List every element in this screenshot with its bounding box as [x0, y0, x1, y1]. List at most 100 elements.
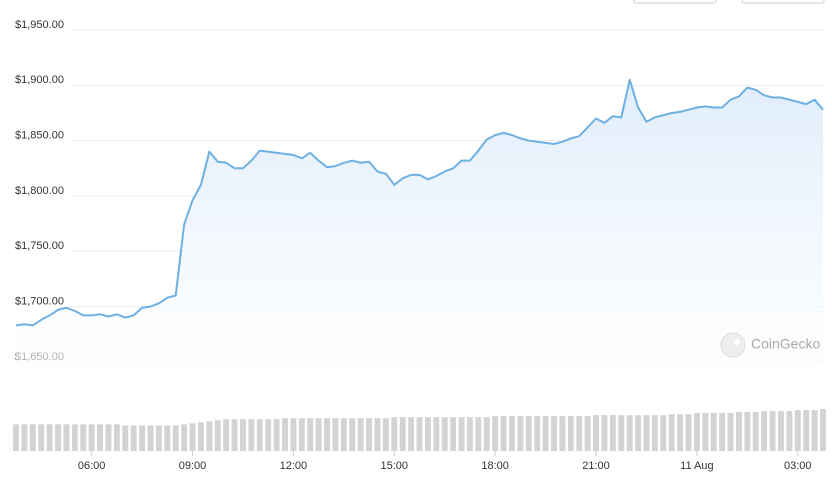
- volume-bar: [525, 416, 532, 451]
- volume-bar: [248, 419, 255, 451]
- volume-bar: [307, 418, 314, 451]
- volume-bar: [298, 418, 305, 451]
- volume-bar: [282, 418, 288, 451]
- y-tick-label: $1,700.00: [15, 295, 64, 307]
- volume-bar: [492, 416, 499, 451]
- volume-bar: [811, 410, 818, 451]
- volume-bar: [332, 418, 339, 451]
- volume-bar: [256, 419, 263, 451]
- y-tick-label: $1,900.00: [15, 74, 64, 86]
- volume-bar: [752, 412, 759, 451]
- volume-bar: [29, 424, 36, 451]
- volume-bar: [240, 419, 246, 451]
- x-tick-label: 11 Aug: [680, 460, 713, 472]
- y-tick-label: $1,950.00: [15, 19, 64, 31]
- volume-bar: [55, 424, 61, 451]
- volume-bar: [466, 417, 473, 451]
- volume-bar: [71, 424, 78, 451]
- volume-bar: [601, 415, 608, 451]
- x-tick-label: 12:00: [280, 460, 308, 472]
- volume-bar: [349, 418, 356, 451]
- volume-bar: [778, 411, 784, 451]
- area-fill: [16, 79, 823, 385]
- volume-bar: [517, 416, 524, 451]
- watermark-text: CoinGecko: [751, 336, 820, 352]
- volume-bar: [382, 418, 389, 451]
- volume-bar: [424, 417, 431, 451]
- volume-bar: [685, 414, 692, 451]
- volume-bar: [803, 410, 810, 451]
- volume-bar: [147, 425, 154, 451]
- volume-bar: [677, 414, 684, 451]
- volume-bar: [374, 418, 381, 451]
- volume-bar: [273, 419, 280, 451]
- x-tick-label: 15:00: [381, 460, 409, 472]
- volume-bar: [433, 417, 440, 451]
- volume-bar: [265, 419, 272, 451]
- volume-bar: [593, 415, 599, 451]
- volume-bar: [206, 421, 213, 451]
- volume-bar: [21, 424, 28, 451]
- volume-bar: [122, 425, 129, 451]
- volume-bar: [105, 424, 112, 451]
- volume-bar: [761, 411, 768, 451]
- volume-bar: [609, 415, 616, 451]
- volume-bar: [618, 415, 625, 451]
- volume-bar: [315, 418, 322, 451]
- volume-bar: [483, 417, 490, 451]
- volume-bar: [416, 417, 423, 451]
- volume-bar: [38, 424, 45, 451]
- volume-bar: [399, 417, 406, 451]
- volume-bar: [719, 413, 726, 451]
- volume-bar: [651, 415, 658, 451]
- volume-bar: [820, 409, 826, 451]
- volume-bar: [408, 417, 415, 451]
- volume-bar: [567, 416, 574, 451]
- volume-bar: [584, 416, 591, 451]
- volume-bar: [113, 424, 120, 451]
- volume-bar: [794, 410, 801, 451]
- volume-bar: [668, 414, 675, 451]
- volume-bar: [769, 411, 776, 451]
- volume-bar: [551, 416, 557, 451]
- volume-bar: [458, 417, 465, 451]
- range-button[interactable]: [633, 0, 717, 4]
- range-button[interactable]: [741, 0, 825, 4]
- volume-bar: [576, 416, 583, 451]
- volume-bar: [475, 417, 482, 451]
- x-tick-label: 09:00: [179, 460, 207, 472]
- volume-bar: [130, 425, 137, 451]
- volume-bar: [340, 418, 347, 451]
- volume-bar: [542, 416, 549, 451]
- volume-bar: [626, 415, 633, 451]
- volume-bar: [139, 425, 146, 451]
- price-line: [15, 78, 824, 327]
- volume-bar: [643, 415, 650, 451]
- volume-bar: [97, 424, 104, 451]
- x-tick-label: 03:00: [784, 460, 812, 472]
- volume-bar: [189, 423, 196, 451]
- volume-bar: [786, 411, 793, 451]
- watermark: CoinGecko: [720, 332, 820, 358]
- volume-bar: [735, 412, 742, 451]
- volume-bar: [727, 413, 734, 451]
- volume-bar: [660, 415, 667, 451]
- x-tick-label: 18:00: [481, 460, 509, 472]
- volume-bar: [710, 413, 717, 451]
- volume-bar: [63, 424, 70, 451]
- volume-bar: [80, 424, 87, 451]
- volume-bar: [559, 416, 566, 451]
- volume-bar: [172, 425, 179, 451]
- volume-bar: [391, 417, 398, 451]
- volume-bar: [290, 418, 297, 451]
- volume-bar: [164, 425, 171, 451]
- volume-bar: [231, 419, 238, 451]
- volume-bar: [324, 418, 330, 451]
- volume-bar: [357, 418, 364, 451]
- volume-bar: [500, 416, 507, 451]
- volume-bar: [197, 422, 204, 451]
- volume-bar: [214, 420, 221, 451]
- volume-bar: [702, 413, 709, 451]
